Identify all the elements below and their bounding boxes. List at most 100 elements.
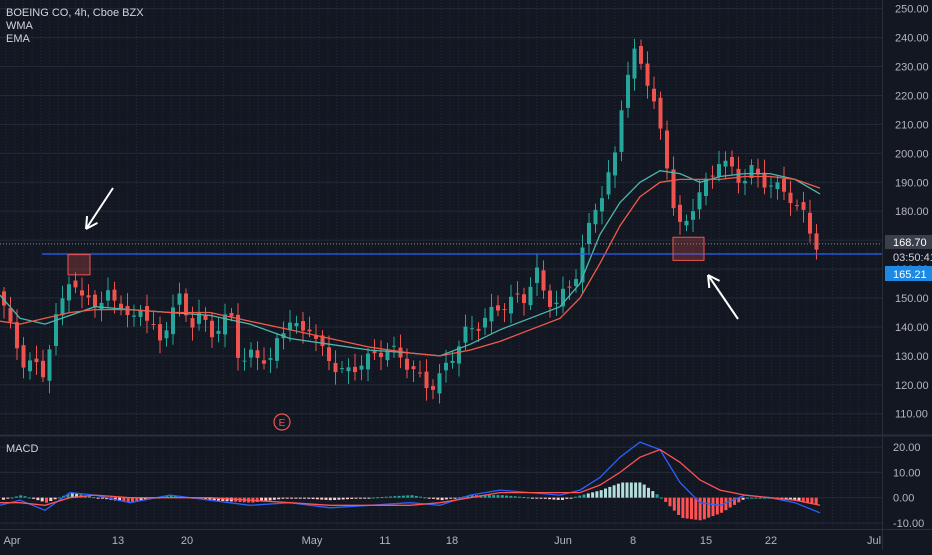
candle-body xyxy=(710,175,715,177)
macd-histogram-bar xyxy=(668,497,672,507)
time-tick-label: Apr xyxy=(3,535,20,547)
candle xyxy=(489,293,494,335)
candle xyxy=(541,260,546,299)
candle-body xyxy=(385,349,390,361)
candle-body xyxy=(431,386,435,390)
candle xyxy=(41,349,45,383)
macd-histogram-bar xyxy=(380,497,384,499)
candle-body xyxy=(106,290,110,301)
macd-histogram-bar xyxy=(745,497,749,499)
candle-body xyxy=(509,296,513,314)
macd-legend[interactable]: MACD xyxy=(6,443,39,455)
candle-body xyxy=(242,360,247,362)
macd-histogram-bar xyxy=(350,497,354,499)
candle-body xyxy=(769,185,773,187)
macd-histogram-bar xyxy=(604,488,607,498)
candle xyxy=(457,340,461,377)
candle xyxy=(67,276,71,313)
candle xyxy=(788,180,793,216)
macd-histogram-bar xyxy=(634,482,638,498)
macd-histogram-bar xyxy=(303,497,306,499)
candle xyxy=(710,165,715,189)
candle-body xyxy=(743,181,747,184)
earnings-marker[interactable]: E xyxy=(273,413,291,431)
macd-histogram-bar xyxy=(135,497,139,502)
candle xyxy=(411,360,416,382)
candle xyxy=(749,159,754,185)
candle-body xyxy=(21,345,26,368)
macd-histogram-bar xyxy=(212,497,216,501)
candle-body xyxy=(645,63,650,86)
macd-histogram-bar xyxy=(401,495,405,498)
candle xyxy=(593,203,598,233)
macd-histogram-bar xyxy=(70,492,74,498)
candle-body xyxy=(756,168,760,175)
candle xyxy=(372,339,377,360)
macd-histogram-bar xyxy=(32,497,36,499)
candle xyxy=(801,191,806,223)
candle xyxy=(665,120,669,180)
macd-histogram-bar xyxy=(608,486,612,498)
macd-tick-label: 20.00 xyxy=(893,442,921,454)
candle xyxy=(697,180,702,220)
candle-body xyxy=(112,289,117,301)
candle-body xyxy=(528,286,533,306)
candle xyxy=(340,360,344,374)
macd-histogram-bar xyxy=(143,497,147,501)
arrow-head xyxy=(707,274,721,282)
candle-body xyxy=(80,290,84,296)
candle-body xyxy=(600,198,604,212)
macd-histogram-bar xyxy=(324,497,328,500)
countdown-badge: 03:50:41 xyxy=(893,252,932,264)
macd-histogram-bar xyxy=(337,497,341,500)
macd-histogram-bar xyxy=(328,497,332,501)
macd-histogram-bar xyxy=(444,497,448,500)
macd-histogram-bar xyxy=(659,497,663,499)
candle xyxy=(730,150,734,175)
candle xyxy=(249,342,253,368)
candle-body xyxy=(158,324,162,341)
macd-histogram-bar xyxy=(393,496,397,498)
wma-legend[interactable]: WMA xyxy=(6,20,33,32)
macd-histogram-bar xyxy=(509,495,513,498)
candle-body xyxy=(236,314,240,358)
last-price-badge-bg xyxy=(885,235,932,249)
symbol-title[interactable]: BOEING CO, 4h, Cboe BZX xyxy=(6,7,144,19)
macd-histogram-bar xyxy=(552,497,556,500)
candle xyxy=(509,284,513,324)
candle xyxy=(93,290,97,318)
macd-histogram-bar xyxy=(410,495,414,498)
time-tick-label: 8 xyxy=(630,535,636,547)
macd-histogram-bar xyxy=(655,494,659,498)
macd-histogram-bar xyxy=(285,497,289,499)
candle-body xyxy=(665,130,669,169)
candle-body xyxy=(515,293,520,295)
down-left-arrow-icon xyxy=(85,187,114,230)
macd-histogram-bar xyxy=(711,497,715,517)
candle-body xyxy=(229,312,234,317)
macd-histogram-bar xyxy=(57,497,61,499)
macd-histogram-bar xyxy=(118,497,122,502)
macd-histogram-bar xyxy=(449,497,453,499)
macd-histogram-bar xyxy=(578,495,582,498)
macd-histogram-bar xyxy=(389,496,392,498)
highlight-box xyxy=(67,254,91,276)
macd-histogram-bar xyxy=(346,497,349,500)
macd-histogram-bar xyxy=(23,496,27,498)
candle-body xyxy=(795,205,799,207)
macd-histogram-bar xyxy=(500,495,504,498)
macd-tick-label: 10.00 xyxy=(893,467,921,479)
candle-body xyxy=(327,347,331,362)
macd-histogram-bar xyxy=(629,482,633,498)
candle-body xyxy=(359,365,364,370)
macd-histogram-bar xyxy=(707,497,711,518)
macd-histogram-bar xyxy=(492,495,496,498)
candle-body xyxy=(320,335,325,347)
ema-legend[interactable]: EMA xyxy=(6,33,30,45)
macd-histogram-bar xyxy=(664,497,668,502)
price-tick-label: 110.00 xyxy=(895,409,928,421)
macd-histogram-bar xyxy=(530,497,534,499)
candle-body xyxy=(366,353,370,370)
